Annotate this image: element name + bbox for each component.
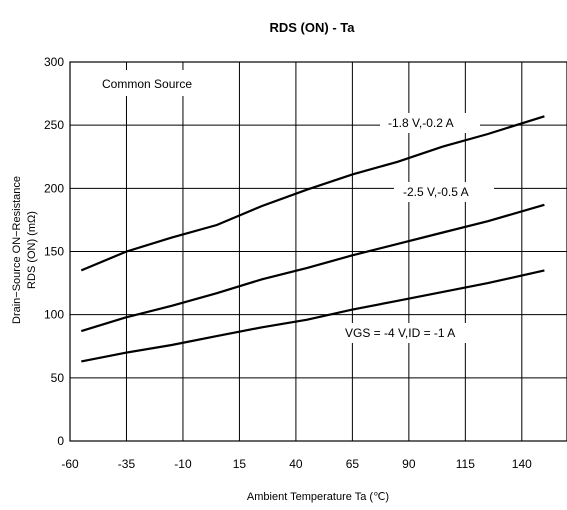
series-label-1: -1.8 V,-0.2 A — [388, 116, 454, 130]
annotation-box — [93, 70, 217, 96]
x-tick-label-1: -35 — [118, 457, 136, 471]
annotation-common-source: Common Source — [102, 77, 192, 91]
series-label-bg-3 — [338, 323, 490, 343]
y-tick-label-4: 200 — [44, 181, 64, 195]
x-tick-label-4: 40 — [289, 457, 303, 471]
y-axis-label-line-2: RDS (ON) (mΩ) — [26, 211, 38, 289]
series-line-2 — [80, 203, 545, 333]
series-lines — [80, 115, 545, 363]
x-tick-label-7: 115 — [456, 457, 475, 471]
y-tick-label-5: 250 — [44, 118, 64, 132]
series-label-bg-2 — [394, 182, 494, 202]
grid — [70, 61, 567, 441]
x-tick-label-8: 140 — [512, 457, 532, 471]
x-tick-label-6: 90 — [402, 457, 416, 471]
y-tick-label-3: 150 — [44, 245, 64, 259]
series-line-3 — [81, 269, 545, 363]
x-tick-label-3: 15 — [233, 457, 247, 471]
y-axis-label-line-1: Drain−Source ON−Resistance — [11, 176, 23, 324]
y-tick-label-2: 100 — [44, 308, 64, 322]
plot-frame — [69, 61, 567, 442]
y-tick-label-6: 300 — [44, 55, 64, 69]
y-tick-labels: 0 50 100 150 200 250 300 — [44, 55, 64, 448]
series-label-2: -2.5 V,-0.5 A — [403, 185, 469, 199]
x-tick-label-5: 65 — [346, 457, 360, 471]
series-label-bg-1 — [380, 113, 480, 133]
y-tick-label-0: 0 — [57, 434, 64, 448]
x-tick-label-2: -10 — [174, 457, 192, 471]
series-label-3: VGS = -4 V,ID = -1 A — [345, 326, 455, 340]
x-tick-labels: -60 -35 -10 15 40 65 90 115 140 — [61, 457, 532, 471]
y-tick-label-1: 50 — [51, 371, 65, 385]
chart-title: RDS (ON) - Ta — [270, 20, 356, 35]
x-tick-label-0: -60 — [61, 457, 79, 471]
x-axis-label: Ambient Temperature Ta (℃) — [247, 491, 389, 503]
series-line-1 — [80, 115, 545, 272]
